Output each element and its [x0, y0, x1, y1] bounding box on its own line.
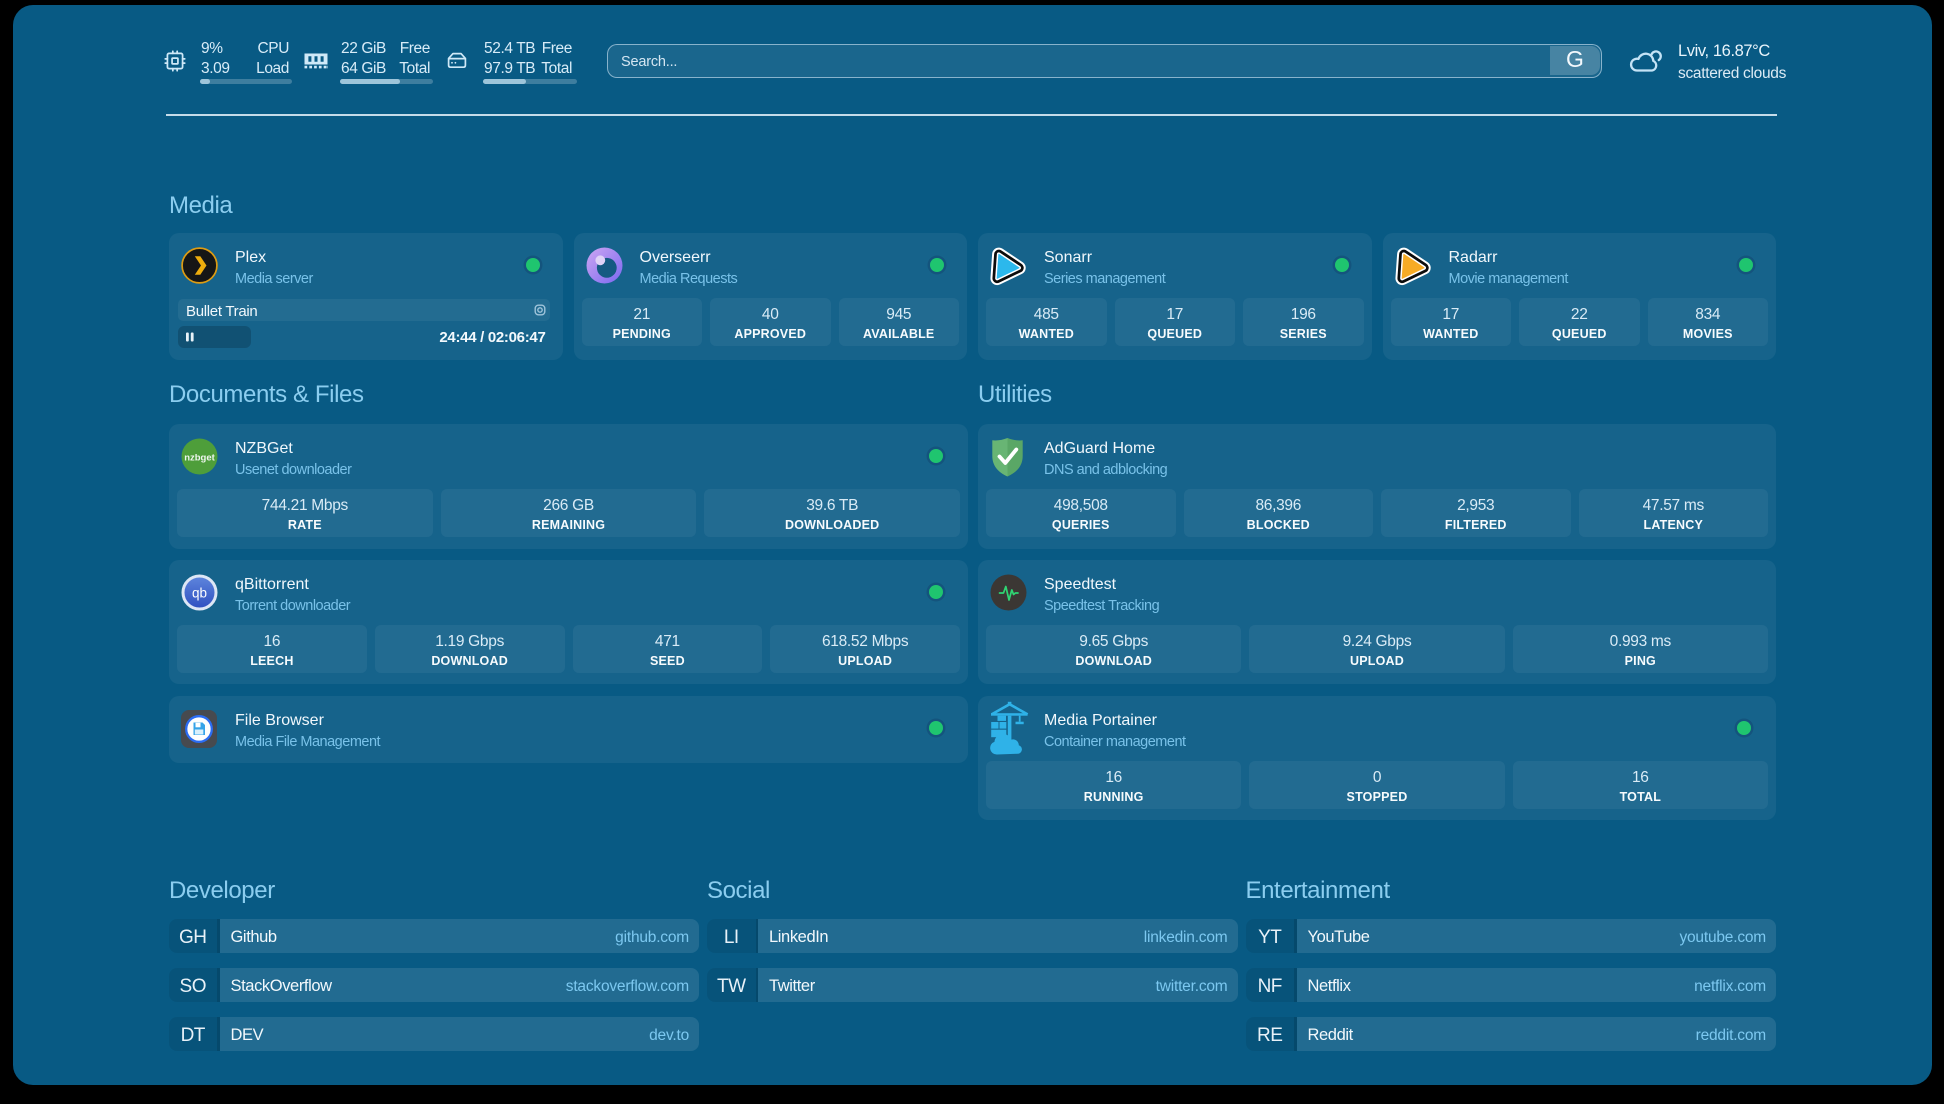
svg-text:nzbget: nzbget [184, 453, 215, 464]
svg-text:qb: qb [192, 586, 207, 601]
